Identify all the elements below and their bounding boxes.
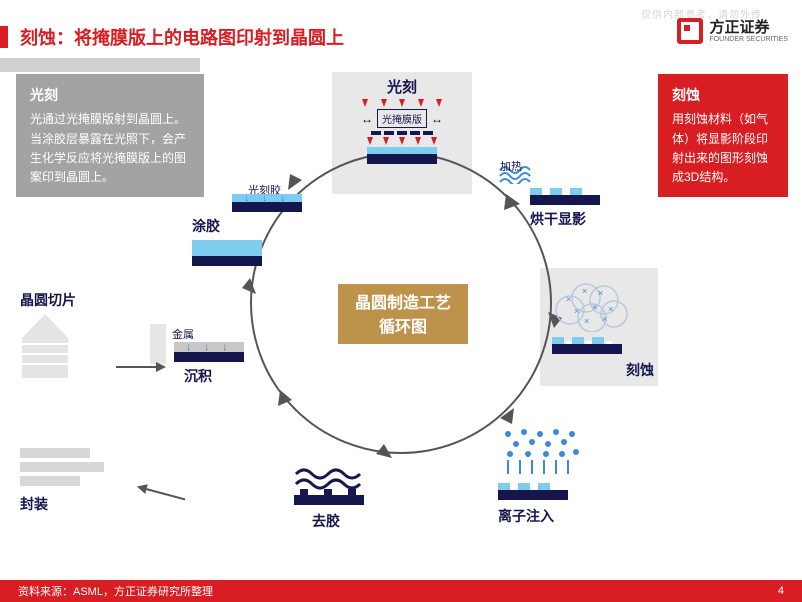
logo-name-cn: 方正证券: [709, 20, 788, 35]
etch-cloud-icon: ××× ××× ××: [552, 276, 632, 332]
svg-text:×: ×: [582, 286, 587, 296]
side-label: 封装: [20, 494, 140, 514]
strip-waves-icon: [294, 466, 374, 490]
arrow-from-cycle-icon: [135, 480, 187, 506]
light-arrows-icon: [367, 137, 437, 145]
svg-text:×: ×: [566, 294, 571, 304]
step-label: 涂胶: [192, 216, 312, 236]
wafer-icon: [498, 483, 568, 500]
step-ion-implant: 离子注入: [498, 428, 618, 526]
svg-text:×: ×: [584, 316, 589, 326]
mask-label: 光掩膜版: [377, 109, 427, 128]
mask-row: ↔ 光掩膜版 ↔: [336, 109, 468, 128]
step-bake-develop: 加热 烘干显影: [530, 186, 640, 229]
slicing-icon: [20, 314, 70, 380]
header-gray-strip: [0, 58, 200, 72]
svg-text:×: ×: [602, 314, 607, 324]
side-label: 晶圆切片: [20, 290, 130, 310]
svg-text:×: ×: [592, 302, 597, 312]
side-slicing: 晶圆切片: [20, 290, 130, 385]
wafer-icon: [294, 495, 364, 505]
deposit-extra-bar: [150, 324, 166, 364]
step-label: 光刻: [336, 76, 468, 97]
step-coat: 光刻胶 ↓ ↓ ↓ 涂胶: [192, 194, 312, 266]
info-box-body: 光通过光掩膜版射到晶圆上。当涂胶层暴露在光照下，会产生化学反应将光掩膜版上的图案…: [30, 110, 190, 187]
title-accent-bar: [0, 26, 8, 48]
svg-text:×: ×: [598, 288, 603, 298]
wafer-icon: [552, 337, 622, 354]
info-box-lithography: 光刻 光通过光掩膜版射到晶圆上。当涂胶层暴露在光照下，会产生化学反应将光掩膜版上…: [16, 74, 204, 197]
info-box-etch: 刻蚀 用刻蚀材料（如气体）将显影阶段印射出来的图形刻蚀成3D结构。: [658, 74, 788, 197]
wafer-icon-after: [192, 240, 262, 266]
svg-text:×: ×: [574, 306, 579, 316]
step-label: 去胶: [312, 511, 414, 531]
brand-logo: 方正证券 FOUNDER SECURITIES: [677, 18, 788, 44]
side-packaging: 封装: [20, 444, 140, 514]
step-etch: ××× ××× ×× 刻蚀: [552, 276, 662, 380]
ion-spray-icon: [498, 428, 588, 478]
footer-source: 资料来源：ASML，方正证券研究所整理: [18, 583, 213, 599]
wafer-icon: ↓ ↓ ↓: [174, 342, 244, 362]
info-box-body: 用刻蚀材料（如气体）将显影阶段印射出来的图形刻蚀成3D结构。: [672, 110, 774, 187]
wafer-icon: [367, 147, 437, 164]
step-label: 离子注入: [498, 506, 618, 526]
heat-label: 加热: [500, 158, 522, 174]
cycle-circle: [236, 138, 566, 468]
mask-icon: [367, 131, 437, 135]
svg-text:×: ×: [608, 304, 613, 314]
step-label: 沉积: [184, 366, 294, 386]
step-lithography: 光刻 ↔ 光掩膜版 ↔: [336, 76, 468, 164]
logo-name-en: FOUNDER SECURITIES: [709, 36, 788, 43]
step-label: 烘干显影: [530, 209, 640, 229]
metal-label: 金属: [172, 326, 194, 342]
info-box-title: 刻蚀: [672, 84, 774, 106]
logo-icon: [677, 18, 703, 44]
wafer-icon: [530, 188, 600, 205]
info-box-title: 光刻: [30, 84, 190, 106]
light-arrows-icon: [362, 99, 442, 107]
wafer-icon: ↓ ↓ ↓: [232, 194, 302, 212]
footer-page-number: 4: [778, 585, 784, 597]
arrow-to-cycle-icon: [116, 360, 166, 374]
slide-footer: 资料来源：ASML，方正证券研究所整理 4: [0, 580, 802, 602]
step-deposit: 金属 ↓ ↓ ↓ 沉积: [174, 328, 294, 386]
step-label: 刻蚀: [626, 360, 662, 380]
slide-title: 刻蚀：将掩膜版上的电路图印射到晶圆上: [20, 24, 344, 50]
step-strip: 去胶: [294, 466, 414, 531]
